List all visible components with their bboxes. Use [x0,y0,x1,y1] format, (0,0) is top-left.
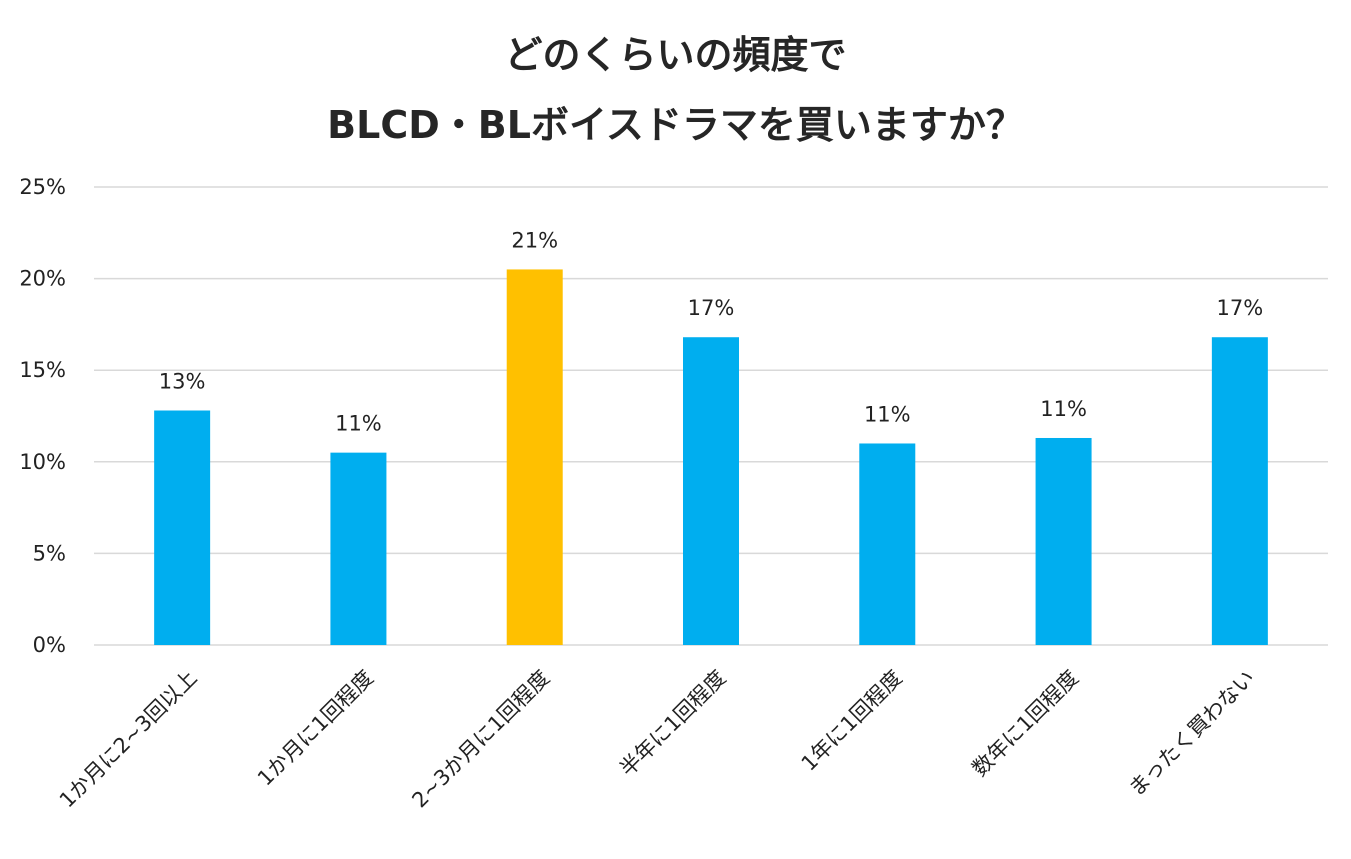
bars [154,269,1268,645]
y-tick-label: 10% [19,450,66,474]
y-tick-label: 15% [19,358,66,382]
x-tick-label: 半年に1回程度 [615,666,731,782]
bar [683,337,739,645]
data-label: 17% [1217,296,1264,320]
chart-title-line-2: BLCD・BLボイスドラマを買いますか？ [327,103,1024,147]
data-label: 11% [335,412,382,436]
x-tick-label: 1年に1回程度 [797,666,907,776]
y-tick-label: 5% [33,541,66,565]
x-tick-label: 2~3か月に1回程度 [407,666,554,813]
x-tick-label: 数年に1回程度 [968,666,1084,782]
data-label: 13% [159,370,206,394]
data-labels: 13% 11% 21% 17% 11% 11% 17% [159,228,1263,435]
data-label: 11% [1040,397,1087,421]
x-axis-category-labels: 1か月に2~3回以上 1か月に1回程度 2~3か月に1回程度 半年に1回程度 1年に1回… [55,666,1260,813]
y-tick-label: 20% [19,267,66,291]
bar [506,269,563,645]
bar [330,452,387,645]
chart-title-line-1: どのくらいの頻度で [504,33,847,77]
x-tick-label: まったく買わない [1124,666,1259,801]
bar [859,443,916,645]
data-label: 17% [688,296,735,320]
bar [1035,437,1092,645]
y-tick-label: 0% [33,633,66,657]
bar [154,410,211,645]
bar [1211,337,1268,645]
data-label: 11% [864,402,911,426]
y-axis-tick-labels: 0% 5% 10% 15% 20% 25% [19,175,66,657]
x-tick-label: 1か月に1回程度 [253,666,378,791]
x-tick-label: 1か月に2~3回以上 [55,666,202,813]
data-label: 21% [511,228,558,252]
y-tick-label: 25% [19,175,66,199]
